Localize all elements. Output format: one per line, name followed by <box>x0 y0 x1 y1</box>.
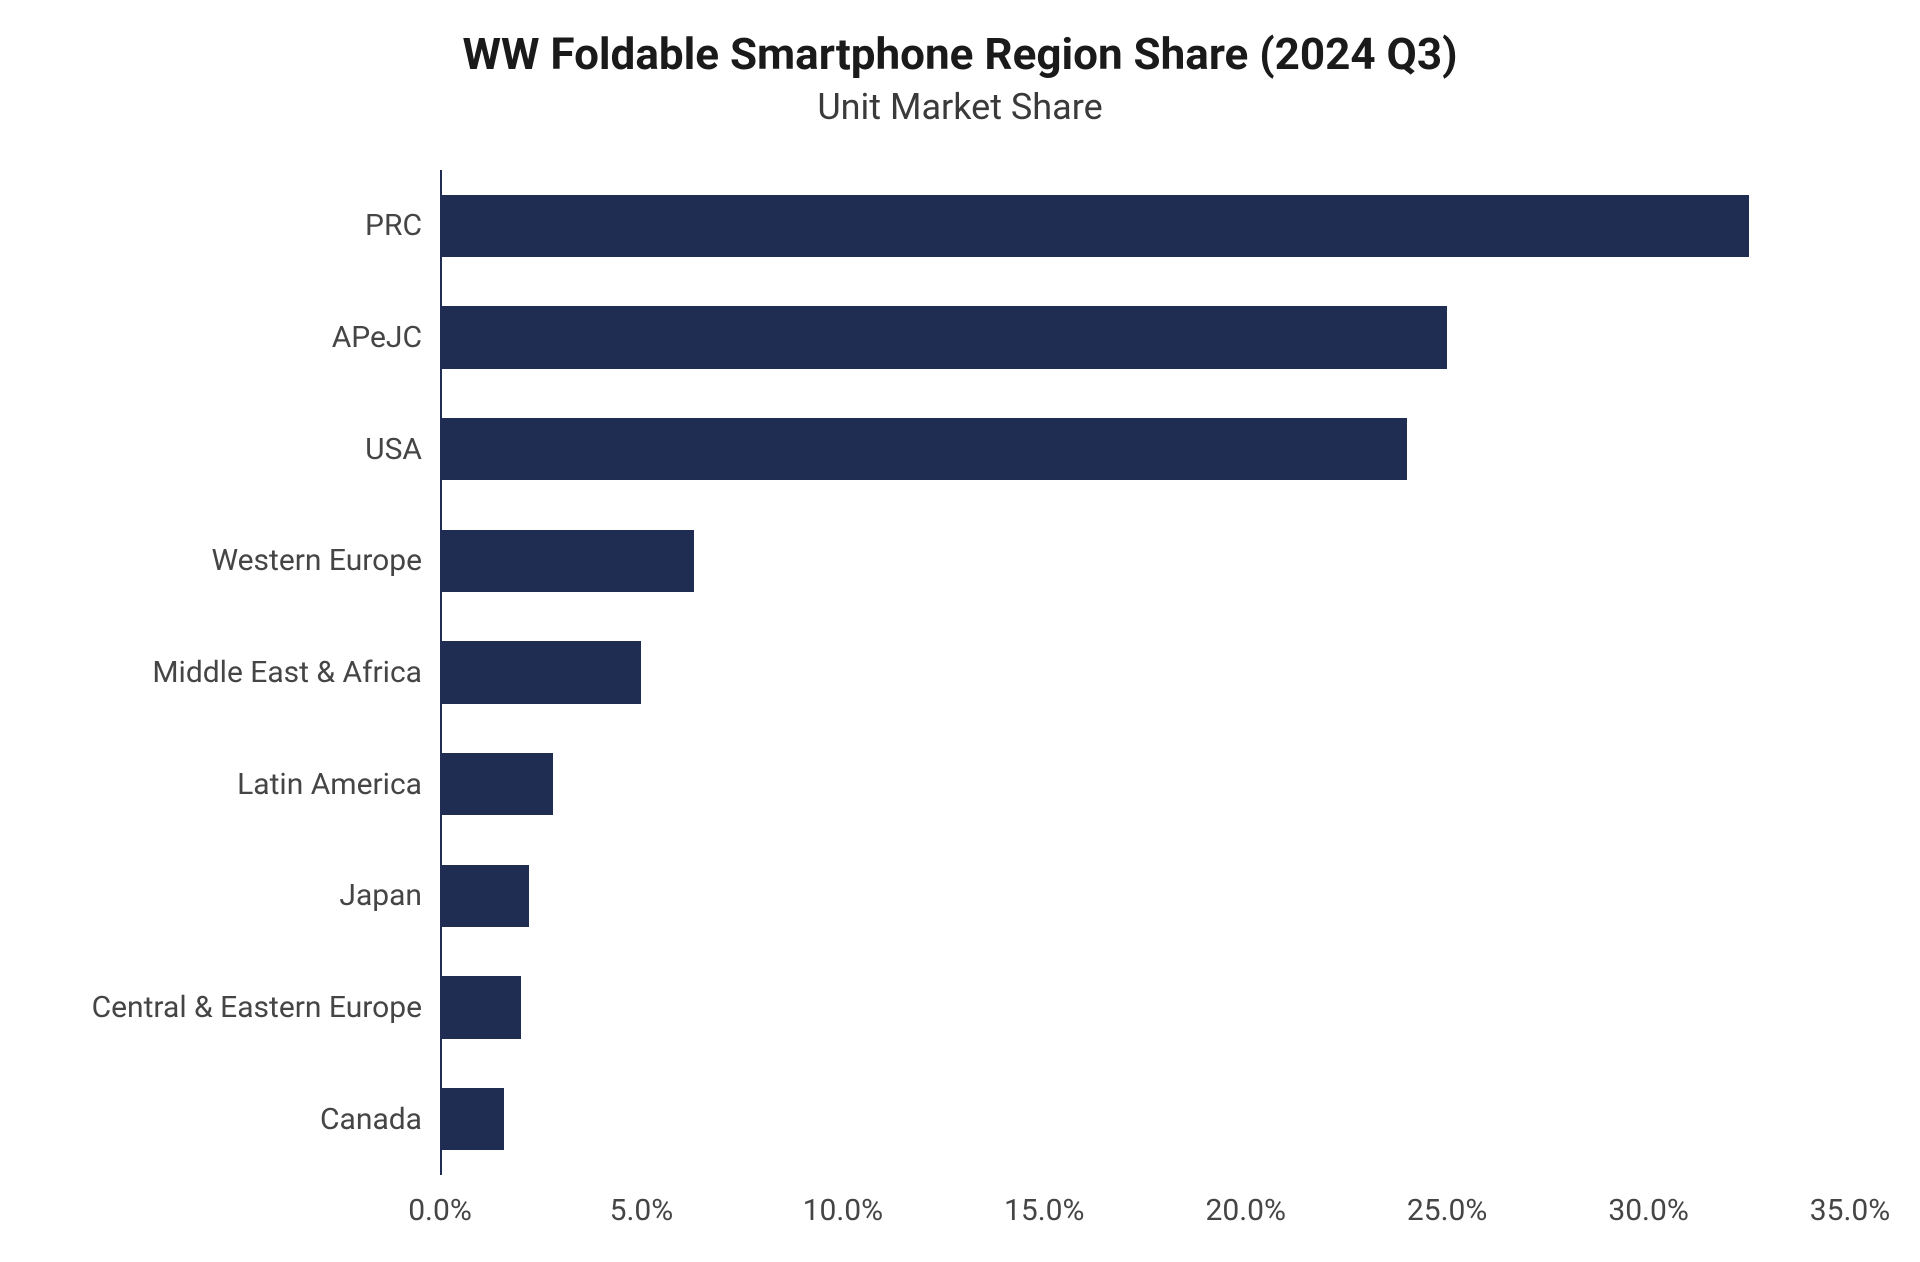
y-axis-label: Canada <box>320 1088 440 1151</box>
bar-row: USA <box>440 418 1850 481</box>
bar-row: Japan <box>440 865 1850 928</box>
bar-row: Middle East & Africa <box>440 641 1850 704</box>
y-axis-label: Western Europe <box>211 530 440 593</box>
y-axis-label: USA <box>365 418 440 481</box>
bar <box>440 753 553 816</box>
y-axis-label: Japan <box>339 865 440 928</box>
y-axis-label: Latin America <box>237 753 440 816</box>
y-axis-label: PRC <box>365 195 440 258</box>
x-axis-tick: 35.0% <box>1810 1193 1890 1228</box>
bar <box>440 195 1749 258</box>
x-axis-tick: 25.0% <box>1407 1193 1487 1228</box>
y-axis-label: Central & Eastern Europe <box>92 976 440 1039</box>
bar <box>440 641 641 704</box>
chart-container: WW Foldable Smartphone Region Share (202… <box>0 0 1920 1262</box>
bar-row: PRC <box>440 195 1850 258</box>
plot-area: PRC APeJC USA Western Europe Middle East & A… <box>440 170 1850 1175</box>
y-axis-label: APeJC <box>332 306 440 369</box>
x-axis-tick: 0.0% <box>408 1193 472 1228</box>
bar <box>440 976 521 1039</box>
bar-row: APeJC <box>440 306 1850 369</box>
x-axis-tick: 15.0% <box>1004 1193 1084 1228</box>
bar-row: Western Europe <box>440 530 1850 593</box>
x-axis-tick: 20.0% <box>1205 1193 1285 1228</box>
bar <box>440 1088 504 1151</box>
x-axis-tick: 5.0% <box>610 1193 674 1228</box>
bar-row: Central & Eastern Europe <box>440 976 1850 1039</box>
chart-title: WW Foldable Smartphone Region Share (202… <box>0 28 1920 80</box>
bar-row: Latin America <box>440 753 1850 816</box>
x-axis-tick: 30.0% <box>1608 1193 1688 1228</box>
bar <box>440 530 694 593</box>
bar <box>440 306 1447 369</box>
chart-subtitle: Unit Market Share <box>0 86 1920 128</box>
y-axis-label: Middle East & Africa <box>152 641 440 704</box>
bar <box>440 865 529 928</box>
x-axis-tick: 10.0% <box>803 1193 883 1228</box>
bar-row: Canada <box>440 1088 1850 1151</box>
bar <box>440 418 1407 481</box>
